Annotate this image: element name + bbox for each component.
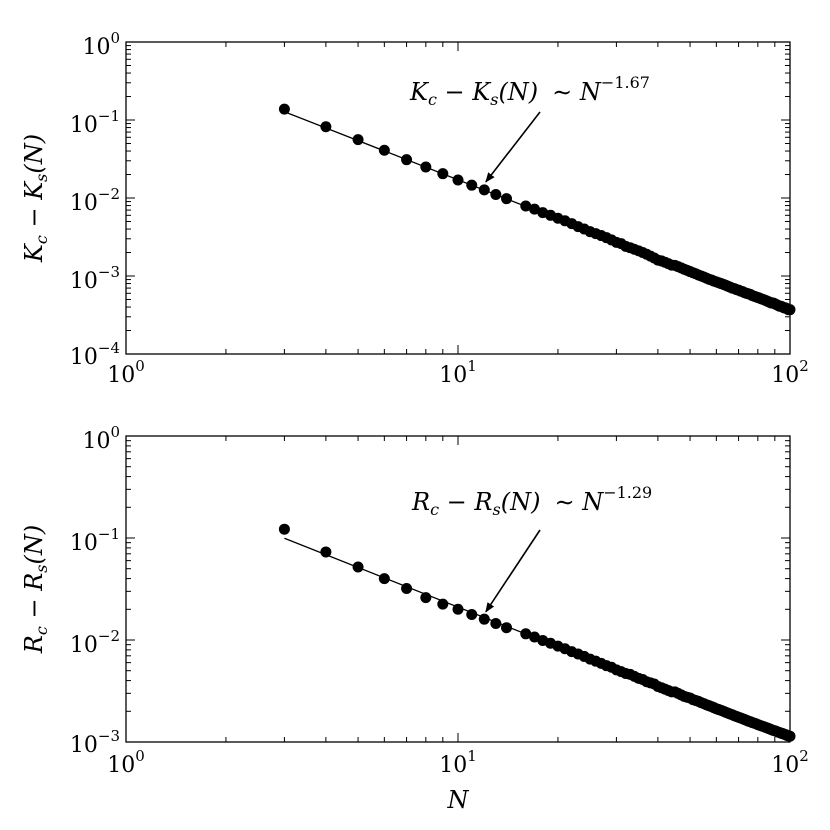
x-axis-label: N xyxy=(447,786,470,814)
data-point xyxy=(437,598,449,610)
data-point xyxy=(278,523,290,535)
data-point xyxy=(420,161,432,173)
annotation-arrow xyxy=(485,111,541,183)
data-point xyxy=(420,592,432,604)
x-tick-label: 100 xyxy=(107,747,145,778)
data-point xyxy=(378,573,390,585)
y-tick-label: 10−1 xyxy=(70,107,120,138)
data-point xyxy=(278,103,290,115)
x-tick-label: 102 xyxy=(771,357,809,388)
data-point xyxy=(401,582,413,594)
y-tick-label: 10−4 xyxy=(70,339,120,370)
data-point xyxy=(452,174,464,186)
data-point xyxy=(320,546,332,558)
data-point xyxy=(478,613,490,625)
marks-layer-top xyxy=(125,41,796,355)
y-axis-label: Kc − Ks(N) xyxy=(20,134,51,263)
y-tick-label: 10−1 xyxy=(70,525,120,556)
data-point xyxy=(529,631,541,643)
data-point xyxy=(466,179,478,191)
data-point xyxy=(452,603,464,615)
data-point xyxy=(401,154,413,166)
x-tick-label: 101 xyxy=(439,357,477,388)
fit-annotation: Rc − Rs(N) ∼ N−1.29 xyxy=(411,483,652,519)
data-point xyxy=(520,628,532,640)
data-point xyxy=(352,561,364,573)
data-point xyxy=(529,203,541,215)
data-point xyxy=(501,622,513,634)
y-axis-label: Rc − Rs(N) xyxy=(20,525,51,654)
data-point xyxy=(466,608,478,620)
data-point xyxy=(352,134,364,146)
data-point xyxy=(437,168,449,180)
panel-bottom: 100 10−1 10−2 10−3 100 101 102 N Rc − Rs… xyxy=(20,423,809,814)
y-tick-label: 10−2 xyxy=(70,185,120,216)
data-point xyxy=(320,121,332,133)
data-point xyxy=(490,618,502,630)
y-tick-label: 10−3 xyxy=(70,263,120,294)
annotation-arrow xyxy=(485,529,541,613)
y-tick-label: 10−2 xyxy=(70,627,120,658)
y-tick-label: 100 xyxy=(82,423,120,454)
panel-top: 100 10−1 10−2 10−3 10−4 100 101 102 Kc −… xyxy=(20,29,809,388)
data-point xyxy=(784,304,796,316)
x-tick-label: 101 xyxy=(439,747,477,778)
data-point xyxy=(501,193,513,205)
fit-annotation: Kc − Ks(N) ∼ N−1.67 xyxy=(409,73,650,109)
y-tick-label: 100 xyxy=(82,29,120,60)
x-tick-label: 102 xyxy=(771,747,809,778)
data-point xyxy=(378,144,390,156)
data-point xyxy=(478,184,490,196)
data-point xyxy=(520,200,532,212)
data-point xyxy=(784,730,796,742)
x-tick-label: 100 xyxy=(107,357,145,388)
y-tick-label: 10−3 xyxy=(70,727,120,758)
marks-layer-bottom xyxy=(125,435,796,743)
data-point xyxy=(490,188,502,200)
